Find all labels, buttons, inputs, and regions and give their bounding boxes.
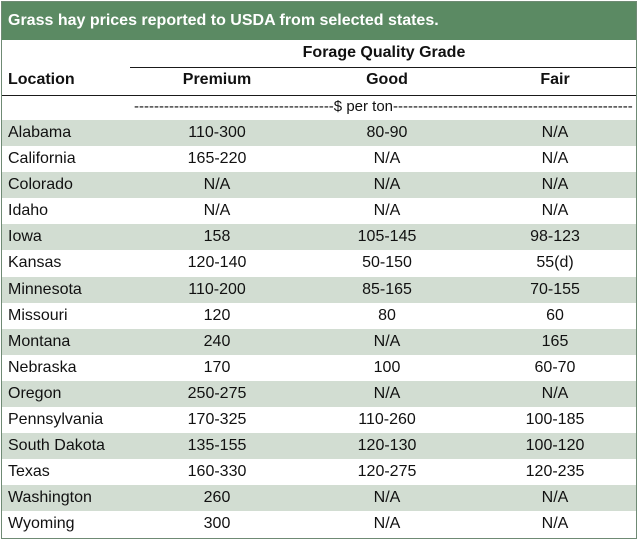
table-row: Nebraska 170 100 60-70 [2,355,636,381]
fair-cell: 55(d) [536,254,574,272]
good-cell: 100 [373,358,401,376]
good-cell: 120-130 [357,437,417,455]
premium-cell: 170 [203,358,231,376]
column-header-location: Location [8,71,75,88]
table-title: Grass hay prices reported to USDA from s… [2,2,636,40]
group-header-label: Forage Quality Grade [302,44,466,61]
good-cell: 105-145 [357,228,417,246]
location-cell: Oregon [8,384,62,402]
location-cell: Washington [8,489,92,507]
premium-cell: N/A [203,202,231,220]
good-cell: N/A [373,515,401,533]
location-cell: Wyoming [8,515,75,533]
good-cell: N/A [373,150,401,168]
location-cell: Montana [8,332,71,350]
units-row: ----------------------------------------… [2,96,636,120]
fair-cell: 60-70 [534,358,576,376]
good-cell: N/A [373,384,401,402]
good-cell: N/A [373,332,401,350]
table-row: Oregon 250-275 N/A N/A [2,380,636,408]
premium-cell: 300 [203,515,231,533]
premium-cell: 120 [203,306,231,324]
table-row: Pennsylvania 170-325 110-260 100-185 [2,407,636,433]
fair-cell: N/A [541,124,569,141]
table-row: Iowa 158 105-145 98-123 [2,224,636,251]
premium-cell: 260 [203,489,231,507]
location-cell: Nebraska [8,358,77,376]
good-cell: N/A [373,489,401,507]
location-cell: Texas [8,463,50,481]
location-cell: Pennsylvania [8,411,104,429]
fair-cell: 60 [546,306,564,324]
table-row: Washington 260 N/A N/A [2,485,636,512]
table-row: Alabama 110-300 80-90 N/A [2,120,636,147]
fair-cell: 70-155 [530,280,580,298]
location-cell: Alabama [8,124,72,141]
location-cell: South Dakota [8,437,105,455]
fair-cell: 165 [541,332,569,350]
column-header-fair: Fair [540,71,570,88]
premium-cell: 250-275 [187,384,247,402]
column-header-premium: Premium [182,71,252,88]
table-row: Texas 160-330 120-275 120-235 [2,459,636,485]
premium-cell: 170-325 [187,411,247,429]
header-rule [2,95,636,96]
table-row: Colorado N/A N/A N/A [2,172,636,199]
good-cell: 80 [378,306,396,324]
premium-cell: 158 [203,228,231,246]
table-row: Kansas 120-140 50-150 55(d) [2,250,636,276]
group-header-rule [130,67,636,68]
table-row: Idaho N/A N/A N/A [2,198,636,224]
premium-cell: 110-300 [188,124,246,141]
fair-cell: 98-123 [530,228,580,246]
good-cell: 50-150 [362,254,412,272]
location-cell: California [8,150,76,168]
premium-cell: 120-140 [187,254,247,272]
premium-cell: 160-330 [187,463,247,481]
fair-cell: N/A [541,515,569,533]
table-header: Forage Quality Grade Location Premium Go… [2,40,636,96]
good-cell: 110-260 [358,411,416,429]
table-row: Missouri 120 80 60 [2,303,636,329]
premium-cell: 240 [203,332,231,350]
table-row: South Dakota 135-155 120-130 100-120 [2,433,636,460]
good-cell: N/A [373,202,401,220]
location-cell: Minnesota [8,280,82,298]
fair-cell: N/A [541,202,569,220]
table-row: Minnesota 110-200 85-165 70-155 [2,276,636,303]
fair-cell: N/A [541,489,569,507]
good-cell: N/A [373,176,401,194]
units-label: ----------------------------------------… [134,98,633,115]
fair-cell: 120-235 [525,463,585,481]
premium-cell: 165-220 [187,150,247,168]
fair-cell: N/A [541,150,569,168]
good-cell: 80-90 [366,124,408,141]
fair-cell: N/A [541,384,569,402]
table-row: Wyoming 300 N/A N/A [2,511,636,537]
fair-cell: 100-185 [525,411,585,429]
location-cell: Missouri [8,306,68,324]
column-header-good: Good [366,71,408,88]
location-cell: Kansas [8,254,62,272]
table-body: Alabama 110-300 80-90 N/A California 165-220 N… [2,120,636,538]
fair-cell: N/A [541,176,569,194]
fair-cell: 100-120 [525,437,585,455]
table-row: Montana 240 N/A 165 [2,328,636,355]
premium-cell: 110-200 [188,280,246,298]
location-cell: Idaho [8,202,49,220]
premium-cell: N/A [203,176,231,194]
table-row: California 165-220 N/A N/A [2,146,636,172]
location-cell: Colorado [8,176,73,194]
premium-cell: 135-155 [187,437,247,455]
location-cell: Iowa [8,228,42,246]
good-cell: 85-165 [362,280,412,298]
good-cell: 120-275 [357,463,417,481]
